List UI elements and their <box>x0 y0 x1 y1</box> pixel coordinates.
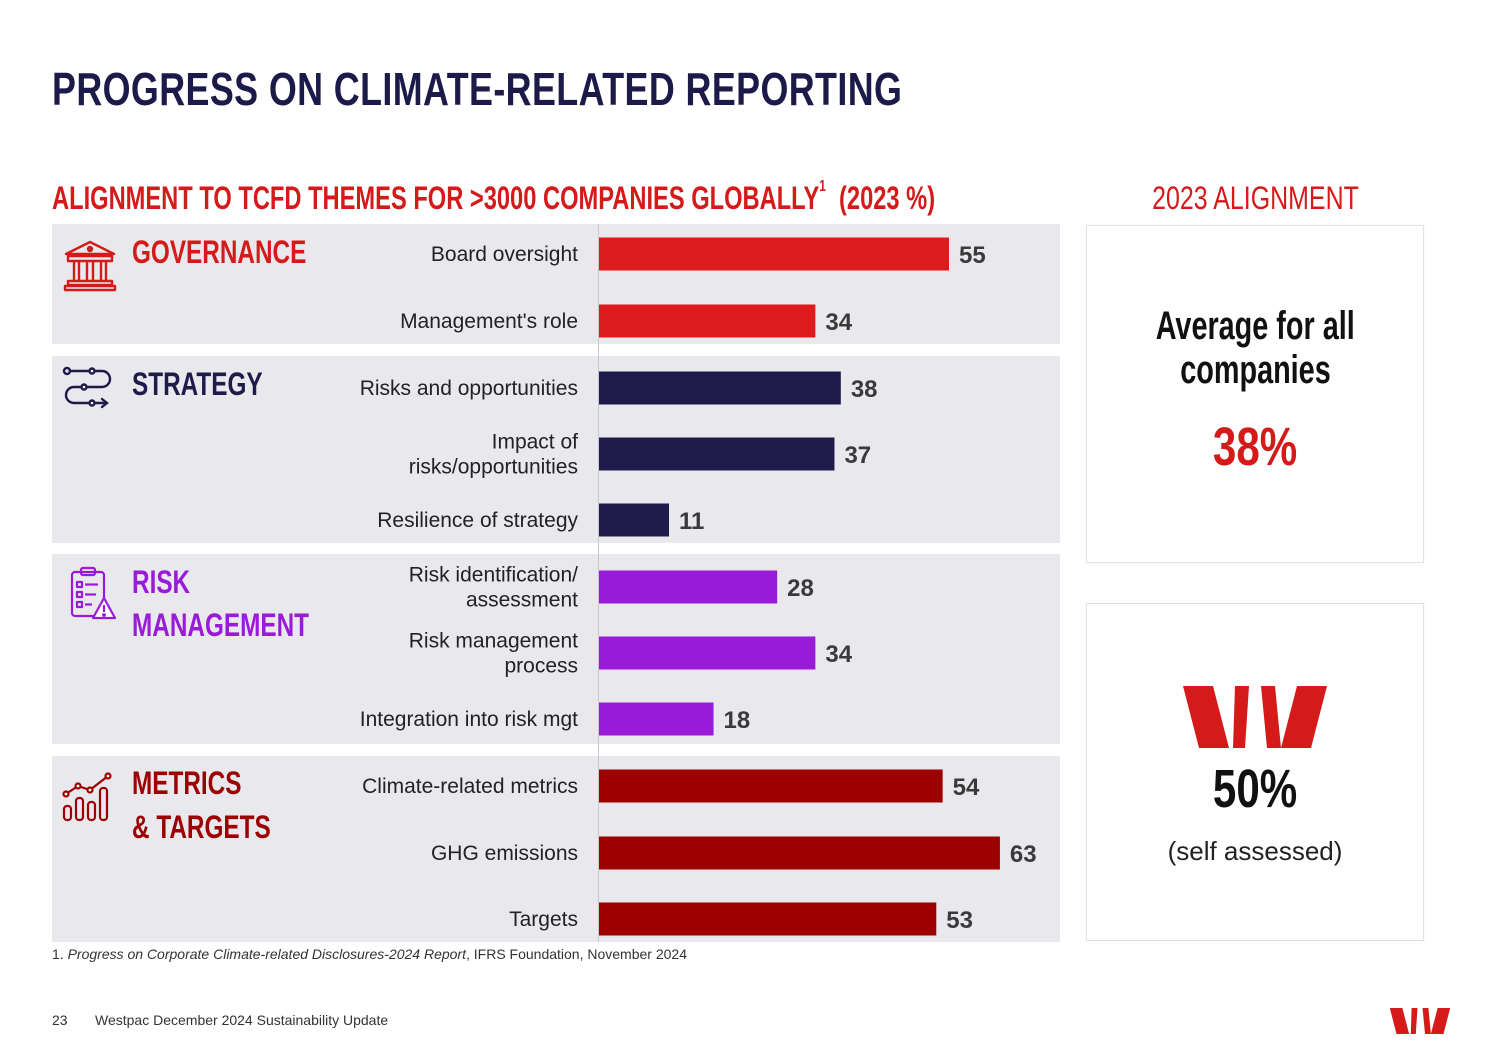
bar-risk-3 <box>599 702 714 736</box>
bar-value-governance-1: 55 <box>959 242 986 269</box>
bar-value-strategy-3: 11 <box>679 508 704 535</box>
side-heading: 2023 ALIGNMENT <box>1151 180 1359 216</box>
theme-governance-title: GOVERNANCE <box>132 234 307 270</box>
bar-value-risk-1: 28 <box>787 575 814 602</box>
bar-governance-1 <box>599 237 949 271</box>
theme-risk-title-line1: RISK <box>132 564 191 600</box>
panel-strategy <box>52 356 1060 543</box>
bar-value-strategy-2: 37 <box>844 442 871 469</box>
theme-metrics-title-line2: & TARGETS <box>132 809 271 845</box>
bar-risk-2 <box>599 636 816 670</box>
chart-heading-footnote-ref: 1 <box>819 178 826 195</box>
theme-risk-title-line2: MANAGEMENT <box>132 607 309 643</box>
metrics-chart-icon <box>62 772 112 822</box>
page-number: 23 <box>52 1012 68 1028</box>
bar-value-metrics-2: 63 <box>1010 841 1037 868</box>
risk-checklist-icon <box>70 566 117 620</box>
footnote-source-title: Progress on Corporate Climate-related Di… <box>67 946 466 962</box>
average-value: 38% <box>1212 417 1298 477</box>
tcfd-bar-chart: 55 Board oversight 34 Management's role 38 Ri… <box>360 237 1037 936</box>
westpac-logo-icon <box>1183 686 1327 748</box>
strategy-path-icon <box>62 366 112 409</box>
bar-label-risk-1: Risk identification/assessment <box>409 564 578 612</box>
bar-strategy-3 <box>599 503 669 537</box>
bar-label-metrics-3: Targets <box>509 908 578 931</box>
bar-value-strategy-1: 38 <box>851 376 878 403</box>
bar-value-governance-2: 34 <box>825 309 852 336</box>
bar-label-metrics-1: Climate-related metrics <box>362 775 578 798</box>
page-title: PROGRESS ON CLIMATE-RELATED REPORTING <box>52 63 903 115</box>
bar-metrics-3 <box>599 902 937 936</box>
chart-axis-line <box>598 224 599 942</box>
westpac-footer-logo-icon <box>1389 1008 1451 1034</box>
bar-strategy-2 <box>599 437 835 471</box>
bar-metrics-2 <box>599 836 1000 870</box>
theme-strategy-title: STRATEGY <box>132 366 263 402</box>
bar-value-risk-2: 34 <box>825 641 852 668</box>
theme-metrics-title-line1: METRICS <box>132 765 242 801</box>
westpac-value: 50% <box>1212 759 1298 819</box>
chart-heading-text: ALIGNMENT TO TCFD THEMES FOR >3000 COMPA… <box>52 180 820 216</box>
average-alignment-card: Average for all companies 38% <box>1086 225 1424 563</box>
footnote: 1. Progress on Corporate Climate-related… <box>52 946 687 962</box>
bar-value-risk-3: 18 <box>724 707 751 734</box>
governance-building-icon <box>63 240 117 292</box>
bar-strategy-1 <box>599 371 841 405</box>
panel-risk <box>52 554 1060 744</box>
westpac-note: (self assessed) <box>1167 836 1343 866</box>
bar-governance-2 <box>599 304 816 338</box>
bar-label-risk-3: Integration into risk mgt <box>360 708 578 731</box>
bar-label-governance-2: Management's role <box>400 310 578 333</box>
bar-risk-1 <box>599 570 778 604</box>
bar-value-metrics-1: 54 <box>953 774 980 801</box>
chart-heading: ALIGNMENT TO TCFD THEMES FOR >3000 COMPA… <box>52 178 936 217</box>
average-label: Average for all companies <box>1155 304 1355 392</box>
document-title: Westpac December 2024 Sustainability Upd… <box>95 1012 389 1028</box>
footnote-source-rest: , IFRS Foundation, November 2024 <box>465 946 687 962</box>
bar-label-governance-1: Board oversight <box>431 243 578 266</box>
bar-label-risk-2: Risk management process <box>409 630 578 678</box>
bar-value-metrics-3: 53 <box>946 907 973 934</box>
bar-label-metrics-2: GHG emissions <box>431 842 578 865</box>
bar-label-strategy-3: Resilience of strategy <box>377 509 578 532</box>
bar-metrics-1 <box>599 769 943 803</box>
bar-label-strategy-2: Impact of risks/opportunities <box>409 431 578 479</box>
bar-label-strategy-1: Risks and opportunities <box>360 377 578 400</box>
chart-heading-suffix: (2023 %) <box>839 180 936 216</box>
westpac-alignment-card: 50% (self assessed) <box>1086 603 1424 941</box>
